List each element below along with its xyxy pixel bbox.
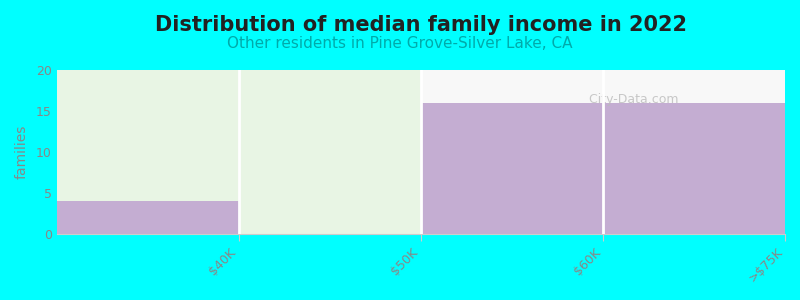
Bar [421, 70, 603, 234]
Bar [603, 70, 785, 234]
Bar [421, 103, 603, 234]
Bar [57, 201, 238, 234]
Bar [603, 103, 785, 234]
Title: Distribution of median family income in 2022: Distribution of median family income in … [155, 15, 687, 35]
Y-axis label: families: families [15, 125, 29, 179]
Bar [57, 70, 238, 234]
Text: Other residents in Pine Grove-Silver Lake, CA: Other residents in Pine Grove-Silver Lak… [227, 36, 573, 51]
Bar [238, 70, 421, 234]
Text: City-Data.com: City-Data.com [581, 93, 678, 106]
